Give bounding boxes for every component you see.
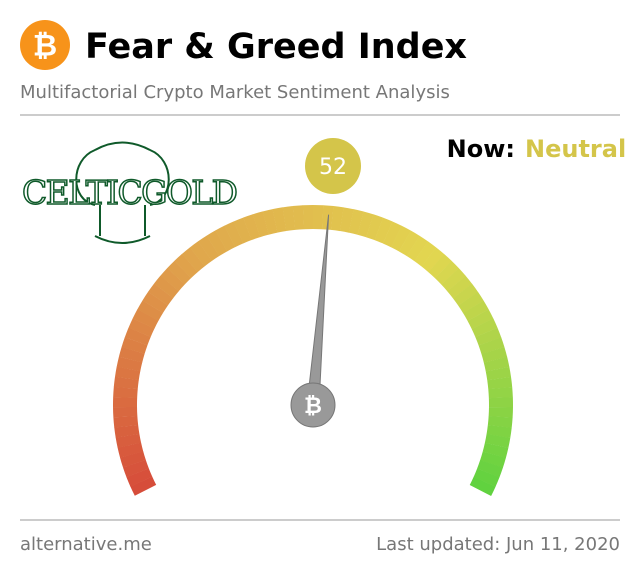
gauge-band [414, 241, 437, 267]
gauge-band [391, 225, 411, 252]
gauge-band [357, 211, 374, 238]
gauge-band [366, 214, 384, 241]
gauge-band [484, 433, 511, 449]
gauge-band [467, 309, 494, 329]
gauge-band [272, 207, 287, 233]
classification: Neutral [525, 135, 626, 163]
gauge-band [243, 214, 261, 241]
gauge-band [189, 241, 212, 267]
gauge-band [463, 300, 489, 321]
gauge-band [130, 476, 157, 496]
gauge-band [374, 217, 393, 244]
gauge-band [148, 283, 174, 306]
logo-knot [75, 141, 170, 244]
gauge-band [113, 415, 139, 428]
value-label: 52 [319, 155, 347, 180]
gauge-band [458, 291, 484, 314]
gauge-band [132, 309, 159, 329]
gauge-band [167, 260, 192, 285]
gauge-band [122, 459, 149, 478]
gauge-band [339, 207, 354, 233]
gauge-band [428, 253, 452, 279]
bitcoin-symbol: ₿ [33, 29, 57, 64]
gauge-band [154, 275, 179, 299]
gauge-band [224, 221, 244, 248]
gauge-band [482, 442, 509, 458]
gauge-band [206, 230, 228, 257]
gauge-band [142, 291, 168, 314]
gauge-band [475, 327, 502, 346]
gauge-band [313, 205, 324, 230]
gauge-band [469, 476, 496, 496]
gauge-band [487, 376, 513, 390]
gauge-band [137, 300, 164, 321]
gauge-band [112, 396, 138, 408]
gauge-band [233, 217, 252, 244]
needle-hub [290, 382, 336, 428]
gauge-band [115, 433, 142, 448]
gauge-band [126, 468, 153, 487]
gauge-band [447, 275, 473, 299]
gauge-band [113, 376, 139, 390]
subtitle: Multifactorial Crypto Market Sentiment A… [20, 82, 450, 103]
gauge-band [488, 386, 513, 399]
gauge-band [486, 425, 512, 439]
gauge-band [215, 225, 236, 252]
gauge-band [330, 206, 344, 232]
gauge-band [480, 451, 506, 468]
gauge-band [302, 205, 314, 230]
gauge-band [488, 397, 513, 408]
source: alternative.me [20, 534, 152, 555]
gauge-band [113, 386, 138, 399]
gauge-band [485, 366, 512, 381]
gauge-band [477, 460, 503, 478]
gauge-band [181, 247, 205, 273]
gauge-band [116, 356, 143, 372]
gauge-band [348, 209, 364, 235]
gauge-band [398, 230, 420, 257]
gauge-band [434, 260, 459, 285]
gauge-band [406, 235, 429, 262]
logo-text: CELTICGOLD [22, 173, 238, 212]
chart-title: Fear & Greed Index [85, 27, 467, 67]
gauge-band [382, 221, 402, 248]
gauge-band [124, 327, 151, 346]
logo: CELTICGOLD [21, 141, 239, 244]
gauge-band [262, 209, 278, 235]
gauge-band [487, 416, 513, 428]
gauge-band [113, 406, 138, 418]
hub-symbol: ₿ [304, 394, 322, 419]
gauge-band [160, 267, 185, 292]
gauge-band [118, 346, 145, 363]
gauge-band [174, 253, 198, 279]
gauge-band [483, 356, 510, 372]
gauge-band [292, 205, 305, 230]
gauge-band [252, 211, 269, 238]
gauge-band [481, 346, 508, 363]
now-label: Now: [447, 135, 515, 163]
gauge-band [120, 451, 146, 468]
gauge-band [197, 235, 220, 262]
gauge-band [478, 337, 505, 355]
gauge-band [452, 283, 479, 306]
gauge-band [441, 268, 466, 292]
gauge-band [114, 424, 140, 438]
gauge-band [473, 468, 500, 487]
gauge-band [121, 337, 148, 354]
value-bubble [305, 138, 361, 194]
updated: Last updated: Jun 11, 2020 [376, 534, 620, 555]
gauge-band [471, 318, 498, 338]
gauge-band [128, 318, 155, 338]
gauge: ₿ 52 [112, 138, 513, 496]
bitcoin-icon [20, 20, 70, 70]
gauge-band [282, 206, 296, 232]
gauge-band [488, 407, 513, 418]
gauge-band [421, 247, 445, 273]
needle [306, 214, 330, 407]
